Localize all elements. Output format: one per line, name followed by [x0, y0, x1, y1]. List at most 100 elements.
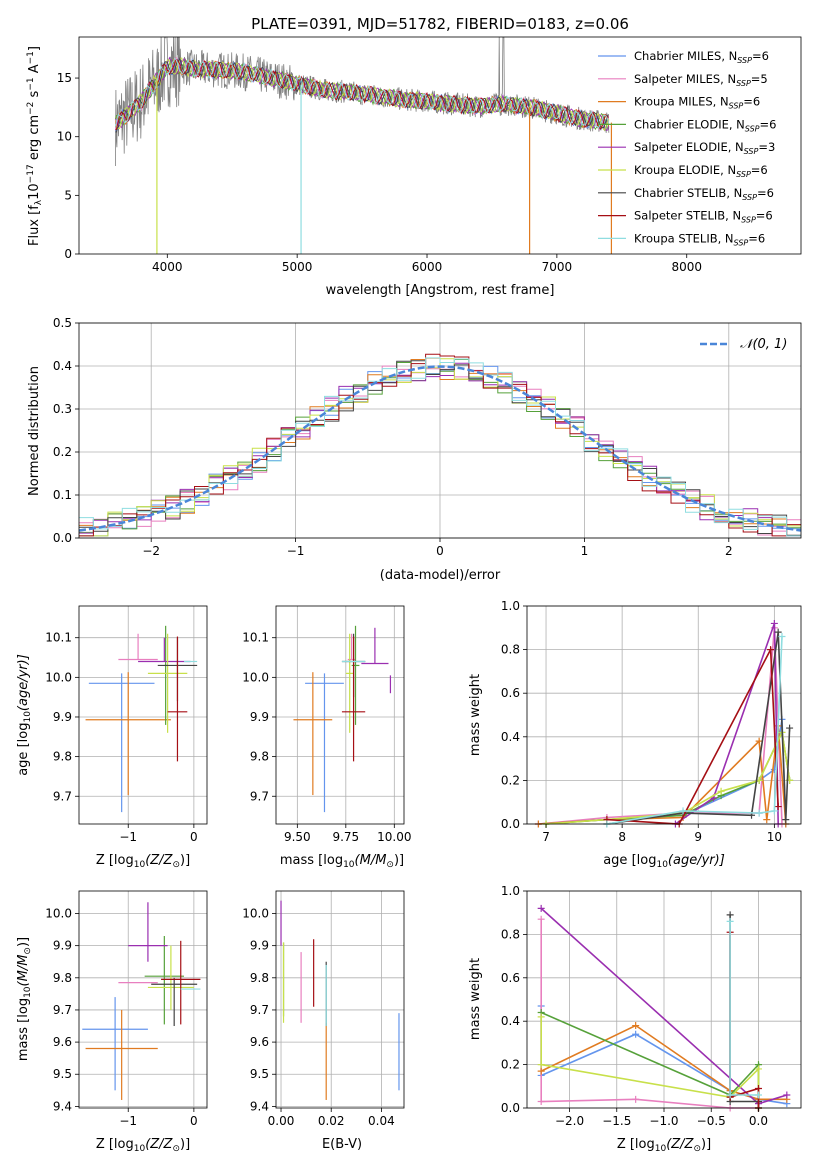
p7-ytick-label: 9.8 — [250, 971, 269, 985]
mass-vs-metallicity-xlabel: Z [log10(Z/Z⊙)] — [96, 1137, 190, 1154]
age-vs-mass-frame — [275, 605, 405, 825]
mass-weight-marker — [537, 1097, 545, 1105]
mass-vs-metallicity-errorbars — [82, 902, 201, 1100]
p6-xtick-label: 0 — [190, 1114, 198, 1128]
p5-xtick-label: 10 — [767, 830, 782, 844]
p3-ytick-label: 9.9 — [53, 710, 72, 724]
residuals-ticks: −2 −1 0 1 2 0.0 0.1 0.2 0.3 0.4 0.5 — [53, 316, 733, 558]
mass-weight-marker — [717, 787, 725, 795]
p8-ytick-label: 0.2 — [501, 1058, 520, 1072]
p4-ytick-label: 9.7 — [250, 789, 269, 803]
mass-vs-extinction-panel: 0.00 0.02 0.04 9.4 9.5 9.6 9.7 9.8 9.9 10.0 E(B-V… — [242, 890, 405, 1152]
p8-xtick-label: −1.0 — [649, 1114, 678, 1128]
mass-weight-marker — [778, 633, 786, 641]
residuals-legend: 𝒩(0, 1) — [700, 337, 787, 352]
mass-weight-marker — [783, 1091, 791, 1099]
weights-vs-age-ticks: 7 8 9 10 0.0 0.2 0.4 0.6 0.8 1.0 — [501, 599, 782, 844]
mass-weight-marker — [755, 809, 763, 817]
mass-weight-marker — [770, 807, 778, 815]
p7-ytick-label: 9.4 — [250, 1099, 269, 1113]
age-vs-mass-errorbars — [293, 625, 392, 813]
spectrum-legend-label: Salpeter STELIB, NSSP=6 — [634, 209, 773, 225]
p7-xtick-label: 0.00 — [268, 1114, 295, 1128]
p2-xtick-label: −1 — [287, 544, 305, 558]
p2-ytick-label: 0.3 — [53, 402, 72, 416]
p8-ytick-label: 0.8 — [501, 927, 520, 941]
mass-weight-marker — [537, 1067, 545, 1075]
age-vs-metallicity-errorbars — [85, 625, 198, 813]
p2-xtick-label: 2 — [725, 544, 733, 558]
mass-weight-marker — [786, 724, 794, 732]
p4-xtick-label: 9.75 — [332, 830, 359, 844]
p5-xtick-label: 7 — [542, 830, 550, 844]
mass-weight-marker — [754, 1084, 762, 1092]
mass-vs-extinction-frame — [275, 890, 405, 1109]
p2-xtick-label: −2 — [142, 544, 160, 558]
p8-xtick-label: −0.5 — [697, 1114, 726, 1128]
spectrum-legend: Chabrier MILES, NSSP=6 Salpeter MILES, NS… — [598, 49, 776, 247]
mass-weight-marker — [537, 915, 545, 923]
mass-vs-metallicity-grid — [79, 891, 207, 1108]
p3-ytick-label: 10.0 — [45, 670, 72, 684]
mass-weight-marker — [537, 904, 545, 912]
p1-xtick-label: 4000 — [152, 260, 183, 274]
mass-weight-marker — [726, 917, 734, 925]
age-vs-metallicity-ticks: −1 0 9.7 9.8 9.9 10.0 10.1 — [45, 631, 197, 844]
mass-weight-series-line — [606, 632, 791, 825]
spectrum-ticks: 4000 5000 6000 7000 8000 0 5 10 15 — [57, 71, 702, 274]
mass-weight-marker — [537, 1061, 545, 1069]
p3-xtick-label: −1 — [119, 830, 137, 844]
mass-weight-marker — [755, 737, 763, 745]
mass-weight-marker — [770, 619, 778, 627]
p4-xtick-label: 9.50 — [284, 830, 311, 844]
mass-weight-marker — [632, 1095, 640, 1103]
spectrum-axes-frame — [78, 36, 802, 255]
model-spectrum-line — [115, 58, 609, 131]
model-spectrum-line — [115, 57, 610, 131]
p1-xtick-label: 7000 — [542, 260, 573, 274]
p1-ytick-label: 5 — [64, 188, 72, 202]
p2-ytick-label: 0.2 — [53, 445, 72, 459]
mass-weight-marker — [774, 628, 782, 636]
spectrum-legend-label: Kroupa ELODIE, NSSP=6 — [634, 163, 768, 179]
residuals-ylabel: Normed distribution — [27, 366, 42, 496]
p4-ytick-label: 10.0 — [242, 670, 269, 684]
age-vs-mass-xlabel: mass [log10(M/M⊙)] — [280, 853, 404, 870]
age-vs-metallicity-ylabel: age [log10(age/yr)] — [16, 654, 33, 776]
residuals-xlabel: (data-model)/error — [380, 568, 501, 583]
p3-ytick-label: 9.8 — [53, 750, 72, 764]
p6-ytick-label: 9.9 — [53, 939, 72, 953]
spectrum-legend-label: Chabrier ELODIE, NSSP=6 — [634, 117, 776, 133]
p6-ytick-label: 9.7 — [53, 1003, 72, 1017]
mass-weight-marker — [632, 1022, 640, 1030]
p3-ytick-label: 10.1 — [45, 631, 72, 645]
p6-xtick-label: −1 — [119, 1114, 137, 1128]
p1-ytick-label: 0 — [64, 247, 72, 261]
figure-title: PLATE=0391, MJD=51782, FIBERID=0183, z=0… — [251, 15, 629, 33]
p7-ytick-label: 9.9 — [250, 939, 269, 953]
spectrum-legend-label: Chabrier STELIB, NSSP=6 — [634, 186, 774, 202]
p2-xtick-label: 0 — [436, 544, 444, 558]
p4-ytick-label: 9.9 — [250, 710, 269, 724]
weights-vs-age-lines — [534, 619, 794, 828]
p5-ytick-label: 0.6 — [501, 686, 520, 700]
mass-weight-marker — [537, 1013, 545, 1021]
p5-xtick-label: 9 — [694, 830, 702, 844]
p3-xtick-label: 0 — [190, 830, 198, 844]
p7-xtick-label: 0.02 — [318, 1114, 345, 1128]
mass-weight-marker — [754, 1065, 762, 1073]
spectrum-legend-label: Salpeter MILES, NSSP=5 — [634, 72, 768, 88]
p4-ytick-label: 10.1 — [242, 631, 269, 645]
residual-histogram-series — [79, 353, 801, 537]
mass-vs-extinction-errorbars — [280, 900, 400, 1100]
residual-histogram-series — [79, 357, 801, 537]
p8-ytick-label: 0.0 — [501, 1101, 520, 1115]
spectrum-legend-label: Salpeter ELODIE, NSSP=3 — [634, 140, 775, 156]
age-vs-metallicity-panel: −1 0 9.7 9.8 9.9 10.0 10.1 Z [log10(Z/Z⊙)] age… — [16, 605, 208, 870]
mass-vs-metallicity-ticks: −1 0 9.4 9.5 9.6 9.7 9.8 9.9 10.0 — [45, 907, 197, 1128]
p6-ytick-label: 9.5 — [53, 1067, 72, 1081]
weights-vs-age-frame — [526, 605, 802, 825]
p6-ytick-label: 9.6 — [53, 1035, 72, 1049]
p8-ytick-label: 1.0 — [501, 884, 520, 898]
